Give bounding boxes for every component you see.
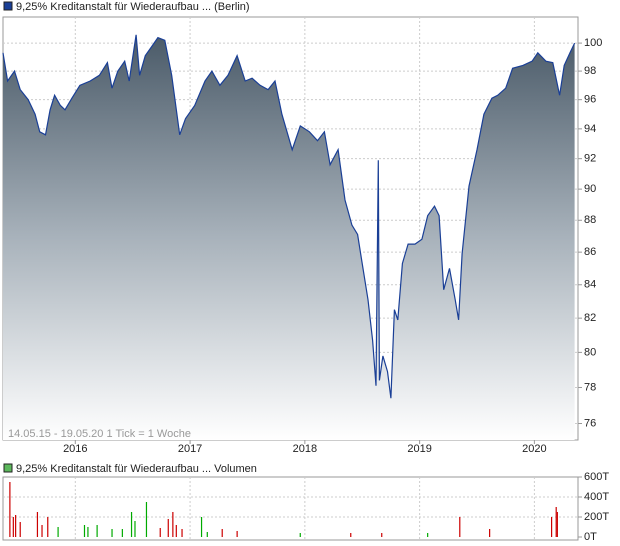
x-tick-label: 2020 [522,443,546,455]
y-tick-label: 400T [584,491,609,503]
volume-bar [130,512,133,537]
volume-bar [299,533,301,537]
volume-bar [427,533,429,537]
volume-bar [489,529,491,537]
y-tick-label: 84 [584,279,596,291]
volume-bar [555,507,557,537]
x-tick-label: 2016 [63,443,87,455]
y-tick-label: 86 [584,246,596,258]
volume-bar [200,517,203,537]
y-tick-label: 90 [584,183,596,195]
price-line [2,34,576,399]
volume-bar [41,525,43,537]
y-tick-label: 94 [584,123,596,135]
x-tick-label: 2019 [407,443,431,455]
volume-bar [57,527,59,537]
volume-bar [121,529,123,537]
volume-bar [236,531,238,537]
legend-swatch [3,1,13,11]
volume-bar [350,533,352,537]
volume-bar [221,529,223,537]
volume-frame [2,476,579,541]
volume-bar [381,533,383,537]
y-tick-label: 78 [584,381,596,393]
legend-text: 9,25% Kreditanstalt für Wiederaufbau ...… [16,463,257,475]
volume-bar [159,528,161,537]
volume-bar [12,517,14,537]
volume-bar [206,532,208,537]
y-tick-label: 80 [584,346,596,358]
x-tick-label: 2018 [293,443,317,455]
x-tick-label: 2017 [178,443,202,455]
volume-bar [459,517,461,537]
volume-bar [172,512,174,537]
y-tick-label: 0T [584,531,597,543]
y-tick-label: 88 [584,214,596,226]
y-tick-label: 92 [584,153,596,165]
y-tick-label: 96 [584,94,596,106]
volume-bar [556,512,558,537]
y-tick-label: 82 [584,312,596,324]
volume-bar [47,517,49,537]
volume-bar [15,515,17,537]
volume-bar [181,529,183,537]
area-fill [3,34,575,441]
legend-swatch [3,463,13,473]
y-tick-label: 200T [584,511,609,523]
volume-bar [87,527,89,537]
volume-bar [83,525,86,537]
volume-bar [551,517,553,537]
volume-bar [36,512,39,537]
volume-bar [145,502,148,537]
volume-bar [111,529,113,537]
period-note: 14.05.15 - 19.05.20 1 Tick = 1 Woche [8,428,191,440]
volume-bar [19,522,21,537]
volume-bar [9,482,11,537]
volume-bar [134,521,136,537]
volume-bar [167,519,169,537]
y-tick-label: 100 [584,37,602,49]
volume-bar [96,525,98,537]
legend-text: 9,25% Kreditanstalt für Wiederaufbau ...… [16,1,250,13]
volume-bar [175,525,177,537]
y-tick-label: 600T [584,471,609,483]
y-tick-label: 76 [584,417,596,429]
y-tick-label: 98 [584,65,596,77]
